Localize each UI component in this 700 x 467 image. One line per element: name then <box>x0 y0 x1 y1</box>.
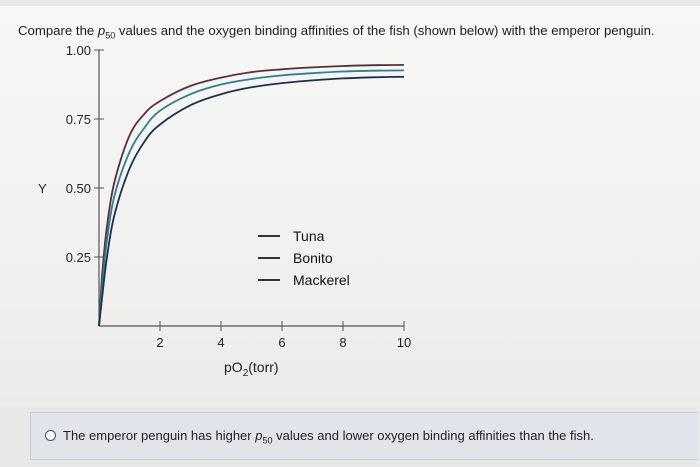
x-axis-label-unit: (torr) <box>248 359 278 375</box>
y-tick-label: 1.00 <box>66 43 91 58</box>
answer-text: The emperor penguin has higher p50 value… <box>63 428 594 446</box>
x-axis-label-main: pO <box>224 359 243 375</box>
chart-series <box>98 64 405 327</box>
answer-radio-button[interactable] <box>45 430 56 441</box>
answer-prefix: The emperor penguin has higher <box>63 428 256 443</box>
answer-p-subscript: 50 <box>262 435 273 446</box>
x-tick-label: 4 <box>217 335 224 350</box>
answer-p-symbol: p <box>255 428 263 443</box>
x-tick-label: 10 <box>397 335 411 350</box>
question-text: Compare the p50 values and the oxygen bi… <box>18 23 688 41</box>
answer-option[interactable]: The emperor penguin has higher p50 value… <box>30 412 698 460</box>
y-tick-label: 0.50 <box>66 181 91 196</box>
series-line-mackerel <box>98 75 405 327</box>
legend-label-bonito: Bonito <box>293 250 333 266</box>
x-axis-label-subscript: 2 <box>243 368 249 379</box>
oxygen-binding-chart: 0.25 0.50 0.75 1.00 2 4 6 8 10 Tuna Bonito Mackere… <box>38 43 412 379</box>
y-axis-label: Y <box>38 181 47 196</box>
series-line-tuna <box>98 64 405 327</box>
question-p-symbol: p <box>97 23 106 38</box>
legend-label-tuna: Tuna <box>293 228 325 244</box>
x-tick-label: 6 <box>278 335 285 350</box>
answer-suffix: values and lower oxygen binding affiniti… <box>272 428 594 443</box>
question-suffix: values and the oxygen binding affinities… <box>115 23 655 38</box>
question-p-subscript: 50 <box>105 30 116 41</box>
x-tick-label: 8 <box>339 335 346 350</box>
chart-legend: Tuna Bonito Mackerel <box>258 228 350 288</box>
legend-label-mackerel: Mackerel <box>293 272 350 288</box>
chart-axes: 0.25 0.50 0.75 1.00 2 4 6 8 10 <box>66 43 412 350</box>
question-prefix: Compare the <box>18 23 98 38</box>
y-tick-label: 0.75 <box>66 112 91 127</box>
series-line-bonito <box>98 69 405 327</box>
x-tick-label: 2 <box>156 335 163 350</box>
x-axis-label: pO2(torr) <box>224 359 279 379</box>
y-tick-label: 0.25 <box>66 250 91 265</box>
